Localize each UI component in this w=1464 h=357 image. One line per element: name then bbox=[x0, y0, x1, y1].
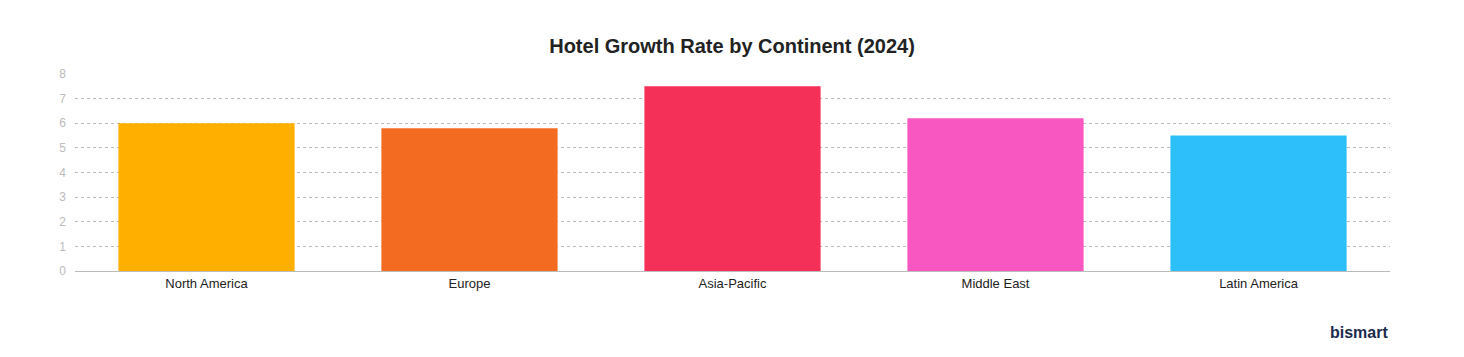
svg-text:bismart: bismart bbox=[1330, 324, 1388, 341]
svg-text:Europe: Europe bbox=[449, 276, 491, 291]
svg-text:Hotel Growth Rate by Continent: Hotel Growth Rate by Continent (2024) bbox=[549, 35, 915, 57]
svg-text:0: 0 bbox=[59, 264, 66, 278]
svg-text:1: 1 bbox=[59, 240, 66, 254]
svg-text:Asia-Pacific: Asia-Pacific bbox=[699, 276, 767, 291]
svg-text:7: 7 bbox=[59, 92, 66, 106]
svg-text:3: 3 bbox=[59, 190, 66, 204]
svg-text:6: 6 bbox=[59, 116, 66, 130]
svg-text:5: 5 bbox=[59, 141, 66, 155]
svg-text:Middle East: Middle East bbox=[962, 276, 1030, 291]
svg-text:North America: North America bbox=[165, 276, 248, 291]
svg-text:2: 2 bbox=[59, 215, 66, 229]
svg-text:8: 8 bbox=[59, 67, 66, 81]
svg-text:4: 4 bbox=[59, 166, 66, 180]
svg-text:Latin America: Latin America bbox=[1219, 276, 1299, 291]
